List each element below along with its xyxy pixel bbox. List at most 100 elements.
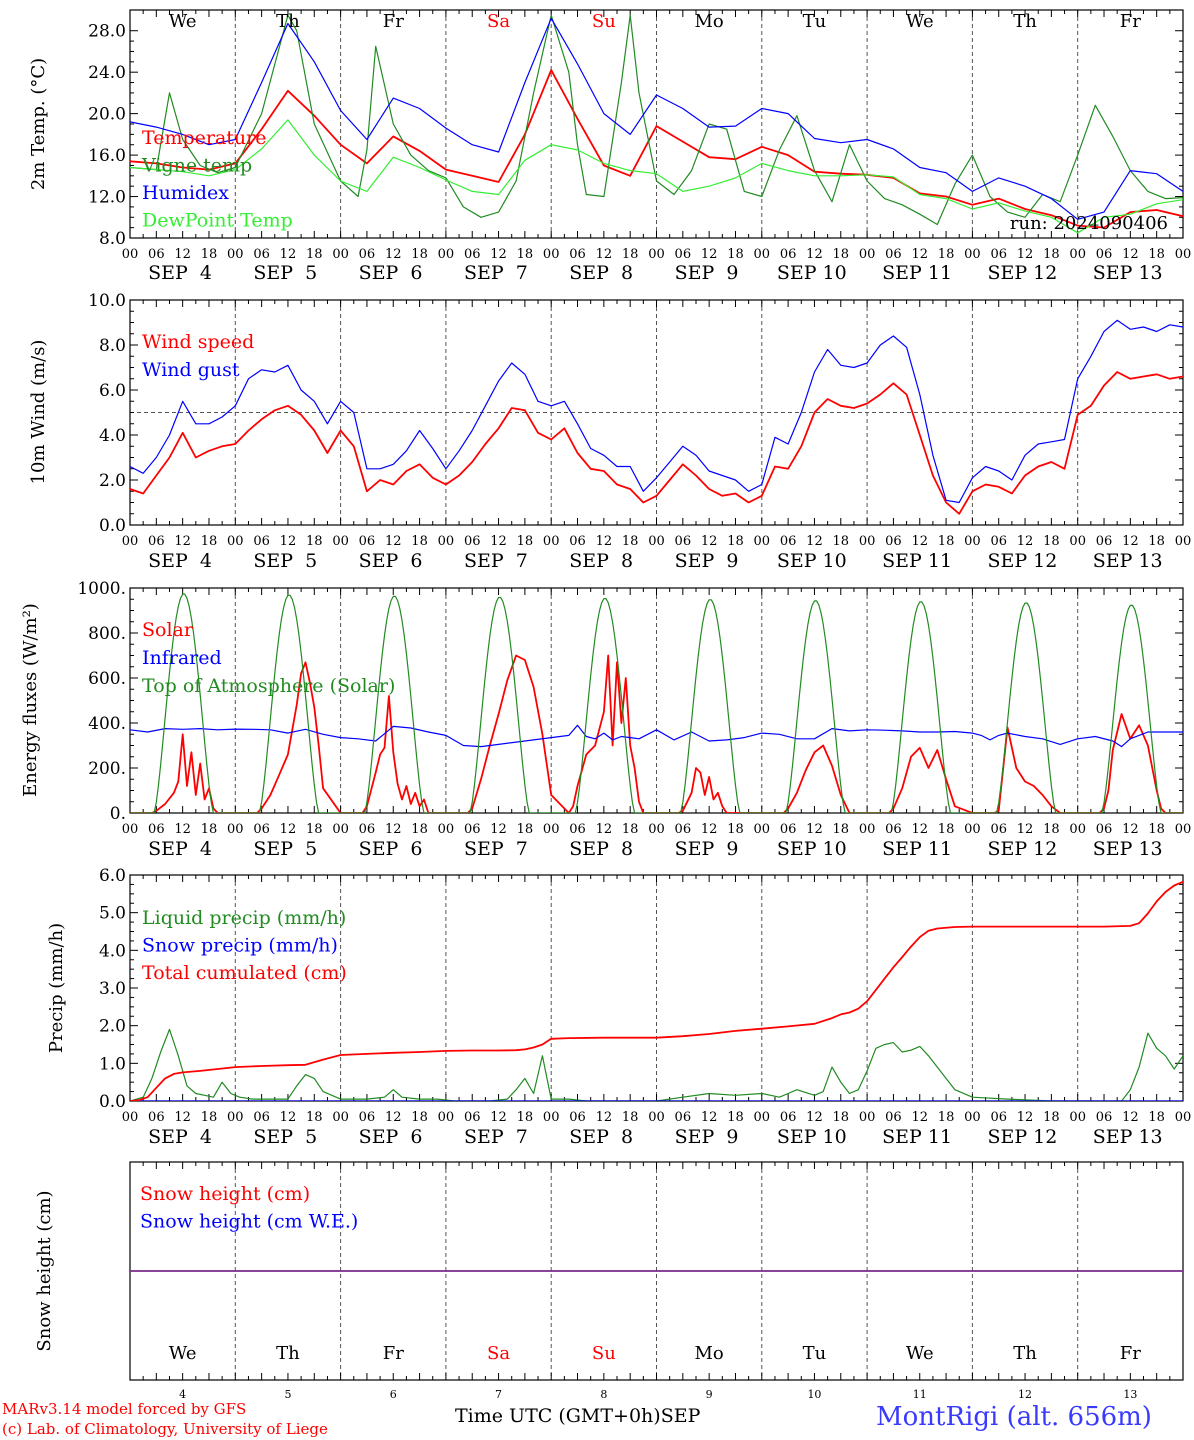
station-label: MontRigi (alt. 656m) [876, 1402, 1152, 1432]
hour-tick-label: 00 [227, 822, 244, 837]
hour-tick-label: 18 [517, 247, 534, 262]
hour-tick-label: 18 [622, 822, 639, 837]
hour-tick-label: 06 [780, 534, 797, 549]
weekday-label: Su [592, 11, 616, 32]
hour-tick-label: 00 [754, 822, 771, 837]
y-tick-label: 800. [88, 624, 126, 644]
x-axis-label: Time UTC (GMT+0h)SEP [455, 1405, 700, 1427]
series-line-humidex [130, 17, 1183, 220]
hour-tick-label: 00 [332, 822, 349, 837]
weekday-label: We [169, 1343, 197, 1364]
y-tick-label: 1000. [77, 579, 126, 599]
hour-tick-label: 12 [1122, 822, 1139, 837]
hour-tick-label: 12 [174, 822, 191, 837]
series-line-temperature [130, 69, 1183, 229]
hour-tick-label: 06 [780, 822, 797, 837]
day-number-label: 10 [807, 1388, 821, 1401]
hour-tick-label: 00 [438, 822, 455, 837]
hour-tick-label: 12 [701, 534, 718, 549]
hour-tick-label: 00 [964, 1110, 981, 1125]
hour-tick-label: 12 [385, 822, 402, 837]
y-axis-label: 2m Temp. (°C) [28, 58, 49, 190]
hour-tick-label: 18 [833, 247, 850, 262]
hour-tick-label: 18 [938, 534, 955, 549]
weekday-label: Th [276, 1343, 300, 1364]
panel-5 [129, 1161, 1184, 1381]
date-label: SEP 4 [148, 262, 212, 284]
hour-tick-label: 00 [1175, 1110, 1192, 1125]
hour-tick-label: 00 [964, 534, 981, 549]
hour-tick-label: 06 [885, 247, 902, 262]
x-axis-month: SEP [660, 1405, 701, 1427]
hour-tick-label: 06 [464, 822, 481, 837]
hour-tick-label: 12 [806, 247, 823, 262]
hour-tick-label: 00 [1069, 534, 1086, 549]
hour-tick-label: 00 [543, 822, 560, 837]
legend-entry: Snow height (cm W.E.) [140, 1211, 358, 1233]
hour-tick-label: 06 [885, 534, 902, 549]
hour-tick-label: 18 [727, 534, 744, 549]
hour-tick-label: 12 [596, 822, 613, 837]
hour-tick-label: 18 [833, 1110, 850, 1125]
hour-tick-label: 18 [411, 1110, 428, 1125]
date-label: SEP 8 [569, 262, 633, 284]
hour-tick-label: 00 [1069, 247, 1086, 262]
legend-entry: Vigne temp [141, 155, 252, 177]
hour-tick-label: 12 [174, 1110, 191, 1125]
hour-tick-label: 12 [911, 822, 928, 837]
day-number-label: 9 [706, 1388, 713, 1401]
weekday-label: Mo [695, 11, 724, 32]
hour-tick-label: 00 [1175, 247, 1192, 262]
legend-entry: Top of Atmosphere (Solar) [142, 675, 395, 697]
legend-entry: Infrared [142, 647, 222, 669]
hour-tick-label: 18 [1043, 822, 1060, 837]
hour-tick-label: 18 [622, 534, 639, 549]
day-number-label: 8 [600, 1388, 607, 1401]
hour-tick-label: 18 [411, 822, 428, 837]
hour-tick-label: 00 [648, 534, 665, 549]
legend-entry: Solar [142, 619, 194, 641]
hour-tick-label: 06 [675, 247, 692, 262]
hour-tick-label: 12 [1122, 1110, 1139, 1125]
hour-tick-label: 12 [385, 247, 402, 262]
date-label: SEP 11 [882, 262, 952, 284]
hour-tick-label: 18 [201, 1110, 218, 1125]
y-axis-label: Snow height (cm) [34, 1190, 55, 1351]
hour-tick-label: 06 [148, 534, 165, 549]
hour-tick-label: 00 [1069, 1110, 1086, 1125]
hour-tick-label: 06 [359, 247, 376, 262]
hour-tick-label: 18 [727, 247, 744, 262]
weekday-label: Fr [383, 1343, 404, 1364]
date-label: SEP 5 [253, 1126, 317, 1148]
hour-tick-label: 12 [596, 1110, 613, 1125]
hour-tick-label: 00 [964, 822, 981, 837]
hour-tick-label: 06 [253, 1110, 270, 1125]
hour-tick-label: 06 [569, 822, 586, 837]
y-tick-label: 24.0 [88, 63, 126, 83]
date-label: SEP 12 [987, 550, 1057, 572]
date-label: SEP 6 [359, 550, 423, 572]
y-tick-label: 200. [88, 759, 126, 779]
date-label: SEP 8 [569, 550, 633, 572]
hour-tick-label: 00 [648, 247, 665, 262]
date-label: SEP 11 [882, 838, 952, 860]
hour-tick-label: 06 [569, 247, 586, 262]
hour-tick-label: 18 [938, 1110, 955, 1125]
hour-tick-label: 00 [543, 247, 560, 262]
weekday-label: Sa [487, 11, 510, 32]
y-tick-label: 2.0 [99, 471, 126, 491]
date-label: SEP 11 [882, 1126, 952, 1148]
date-label: SEP 4 [148, 1126, 212, 1148]
y-tick-label: 8.0 [99, 229, 126, 249]
hour-tick-label: 00 [543, 534, 560, 549]
panel-3 [129, 587, 1184, 814]
hour-tick-label: 12 [490, 534, 507, 549]
panel-1 [129, 9, 1184, 239]
date-label: SEP 9 [675, 550, 739, 572]
day-number-label: 6 [390, 1388, 397, 1401]
y-tick-label: 400. [88, 714, 126, 734]
legend-entry: Snow height (cm) [140, 1183, 310, 1205]
y-tick-label: 6.0 [99, 866, 126, 886]
hour-tick-label: 18 [1043, 534, 1060, 549]
